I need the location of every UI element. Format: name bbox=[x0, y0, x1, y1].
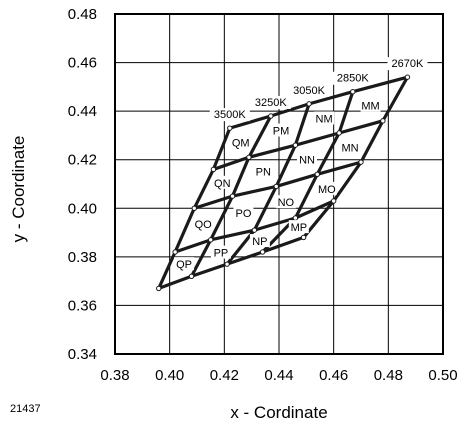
lattice-node bbox=[306, 101, 312, 107]
x-tick-label: 0.46 bbox=[319, 367, 348, 384]
temperature-label: 3050K bbox=[293, 85, 325, 97]
cell-label-bg bbox=[275, 195, 296, 209]
cell-label: QN bbox=[214, 178, 231, 190]
cell-label: NN bbox=[299, 155, 315, 167]
lattice-node bbox=[227, 125, 233, 131]
lattice-node bbox=[273, 183, 279, 190]
bin-cell-labels: QM PM NM MM QN PN NN MN QO PO NO MO QP PP NP MP bbox=[174, 98, 381, 271]
cell-label: NP bbox=[252, 236, 267, 248]
cell-label-bg bbox=[249, 234, 270, 248]
lattice-node bbox=[251, 227, 258, 233]
cell-label: NM bbox=[316, 113, 333, 125]
y-tick-label: 0.48 bbox=[68, 6, 97, 23]
cell-label: MO bbox=[318, 184, 336, 196]
temp-label-bg bbox=[332, 71, 373, 85]
cell-label-bg bbox=[288, 220, 309, 234]
y-axis-title: y - Coordinate bbox=[9, 136, 28, 243]
cell-label: PP bbox=[214, 248, 229, 260]
y-tick-label: 0.46 bbox=[68, 55, 97, 72]
y-tick-label: 0.38 bbox=[68, 249, 97, 266]
lattice-node bbox=[350, 89, 356, 95]
lattice-node bbox=[172, 249, 178, 255]
temp-label-bg bbox=[387, 57, 428, 71]
temperature-label: 2850K bbox=[337, 73, 369, 85]
cell-label: QO bbox=[195, 219, 213, 231]
cell-label: PM bbox=[273, 126, 290, 138]
x-axis-title: x - Cordinate bbox=[230, 403, 327, 422]
cell-label-bg bbox=[210, 245, 231, 259]
y-tick-label: 0.40 bbox=[68, 200, 97, 217]
plot-border bbox=[114, 13, 444, 355]
cell-label-bg bbox=[340, 140, 361, 154]
cell-label-bg bbox=[230, 135, 251, 149]
lattice-node bbox=[300, 234, 307, 241]
cell-label-bg bbox=[174, 257, 195, 271]
lattice-node bbox=[292, 142, 299, 148]
y-tick-label: 0.44 bbox=[68, 103, 97, 120]
cell-label-bg bbox=[316, 181, 337, 195]
x-tick-label: 0.48 bbox=[374, 367, 403, 384]
lattice-node bbox=[188, 273, 195, 279]
lattice-node bbox=[358, 159, 364, 165]
cell-label-bg bbox=[193, 217, 214, 231]
y-tick-labels: 0.34 0.36 0.38 0.40 0.42 0.44 0.46 0.48 bbox=[68, 6, 97, 363]
lattice-node bbox=[404, 74, 411, 80]
temp-label-bg bbox=[289, 83, 330, 97]
temperature-labels: 3500K 3250K 3050K 2850K 2670K bbox=[209, 57, 428, 122]
lattice-node bbox=[156, 285, 162, 292]
cell-label-bg bbox=[212, 175, 233, 189]
cell-label: MP bbox=[291, 222, 308, 234]
y-tick-label: 0.34 bbox=[68, 346, 97, 363]
cell-label: PN bbox=[256, 166, 271, 178]
lattice-node bbox=[292, 215, 299, 221]
lattice-node bbox=[330, 198, 337, 204]
x-tick-label: 0.40 bbox=[155, 367, 184, 384]
cell-label: MM bbox=[361, 101, 379, 113]
cell-label: NO bbox=[278, 197, 295, 209]
temp-label-bg bbox=[250, 96, 291, 109]
plot-frame bbox=[114, 13, 444, 355]
temperature-label: 2670K bbox=[392, 58, 424, 70]
lattice-node bbox=[210, 166, 217, 173]
lattice-node bbox=[380, 118, 386, 124]
cell-label-bg bbox=[360, 98, 381, 112]
x-tick-label: 0.42 bbox=[210, 367, 239, 384]
cell-label-bg bbox=[271, 123, 292, 137]
cell-label: PO bbox=[236, 208, 252, 220]
y-tick-label: 0.42 bbox=[68, 152, 97, 169]
cell-label-bg bbox=[233, 206, 254, 220]
temperature-label: 3500K bbox=[214, 109, 246, 121]
x-tick-label: 0.50 bbox=[428, 367, 457, 384]
lattice-node bbox=[246, 154, 252, 160]
figure-number: 21437 bbox=[10, 403, 41, 415]
lattice-node bbox=[336, 130, 342, 136]
lattice-node bbox=[314, 171, 320, 177]
x-tick-label: 0.38 bbox=[100, 367, 129, 384]
x-tick-label: 0.44 bbox=[264, 367, 293, 384]
lattice-node bbox=[191, 205, 197, 211]
cell-label: MN bbox=[342, 143, 359, 155]
cell-label: QM bbox=[232, 138, 250, 150]
temp-label-bg bbox=[209, 108, 250, 122]
cell-label-bg bbox=[314, 111, 335, 125]
temperature-label: 3250K bbox=[255, 97, 287, 109]
lattice-node bbox=[229, 193, 236, 199]
lattice-node bbox=[224, 261, 230, 267]
lattice-node bbox=[268, 113, 274, 119]
cell-label-bg bbox=[253, 164, 274, 178]
lattice-node bbox=[207, 237, 214, 243]
x-tick-labels: 0.38 0.40 0.42 0.44 0.46 0.48 0.50 bbox=[100, 367, 457, 384]
lattice-node bbox=[259, 249, 266, 255]
cell-label: QP bbox=[176, 259, 192, 271]
cell-label-bg bbox=[297, 152, 318, 166]
bin-lattice bbox=[156, 74, 411, 292]
y-tick-label: 0.36 bbox=[68, 297, 97, 314]
